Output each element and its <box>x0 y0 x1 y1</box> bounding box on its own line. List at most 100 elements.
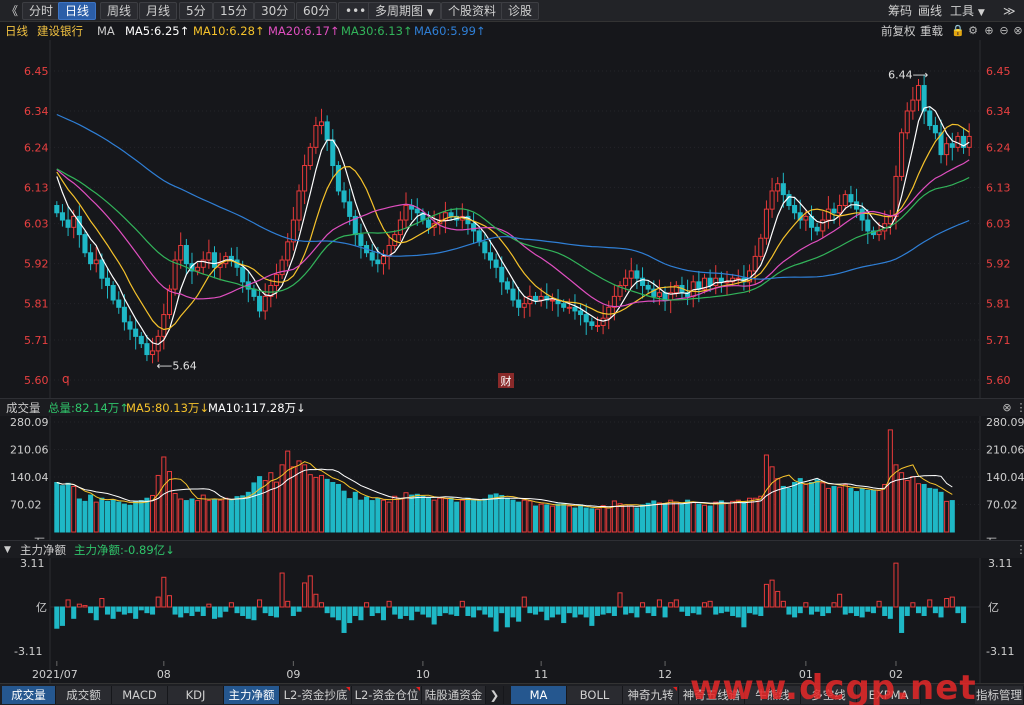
tab-indicator-manage[interactable]: 指标管理 <box>975 686 1024 704</box>
main-flow-chart[interactable]: 3.11 亿 -3.11 3.11 亿 -3.11 2021/07 08 09 10 11 12 01 0… <box>0 558 1024 683</box>
volume-tick-label-right: 70.02 <box>986 499 1018 512</box>
tab-td9[interactable]: 神奇九转 <box>623 686 679 704</box>
period-tab-daily[interactable]: 日线 <box>58 2 97 20</box>
tab-bull-bear[interactable]: 牛熊线 <box>745 686 801 704</box>
volume-tick-label-left: 70.02 <box>10 499 42 512</box>
flow-bar-negative <box>273 606 279 618</box>
flow-bar-negative <box>932 606 938 614</box>
diagnose-button[interactable]: 诊股 <box>501 2 540 20</box>
volume-title[interactable]: 成交量 <box>6 401 41 415</box>
flow-bar-negative <box>792 606 798 618</box>
zoom-in-icon[interactable]: ⊕ <box>984 24 994 37</box>
flow-menu-icon[interactable]: ⋮ <box>1015 543 1024 556</box>
volume-chart[interactable]: 280.09 280.09 210.06 210.06 140.04 140.04 70.0… <box>0 416 1024 540</box>
period-tab-monthly[interactable]: 月线 <box>139 2 178 20</box>
flow-bar-negative <box>566 606 572 614</box>
collapse-icon[interactable]: ≫ <box>1003 4 1016 18</box>
candle-up <box>93 259 99 265</box>
tab-macd[interactable]: MACD <box>112 686 168 704</box>
period-tab-fenshi[interactable]: 分时 <box>22 2 61 20</box>
stock-name[interactable]: 建设银行 <box>37 24 83 38</box>
flow-collapse-icon[interactable]: ▼ <box>4 545 11 555</box>
tab-volume[interactable]: 成交量 <box>2 686 56 704</box>
tab-long-short[interactable]: 多空线 <box>801 686 857 704</box>
tab-boll[interactable]: BOLL <box>567 686 623 704</box>
flow-bar-positive <box>155 596 161 608</box>
tab-ma[interactable]: MA <box>511 686 567 704</box>
flow-bar-positive <box>307 575 313 608</box>
flow-bar-negative <box>634 606 640 618</box>
settings-icon[interactable]: ⚙ <box>968 24 978 37</box>
finance-marker-bg[interactable] <box>498 373 514 388</box>
flow-bar-negative <box>487 606 493 618</box>
candle-down <box>792 205 798 214</box>
flow-bar-negative <box>589 606 595 626</box>
candle-down <box>482 241 488 254</box>
tab-amount[interactable]: 成交额 <box>56 686 112 704</box>
volume-bar-down <box>257 476 263 533</box>
volume-tick-label-left: 280.09 <box>10 416 49 429</box>
flow-bar-positive <box>279 572 285 608</box>
volume-bar-up <box>223 497 229 533</box>
flow-bar-negative <box>133 606 139 619</box>
volume-bar-up <box>302 464 308 533</box>
volume-bar-down <box>341 490 347 533</box>
volume-close-icon[interactable]: ⊗ <box>1002 401 1012 414</box>
ma20-value: MA20:6.17↑ <box>268 24 340 38</box>
price-chart[interactable]: 6.45 6.45 6.34 6.34 6.24 6.24 6.13 6.13 6.03 6.03… <box>0 40 1024 398</box>
back-icon[interactable]: 《 <box>6 4 19 18</box>
tab-kdj[interactable]: KDJ <box>168 686 224 704</box>
stock-info-button[interactable]: 个股资料 <box>441 2 504 20</box>
tab-scroll-arrow-icon[interactable]: ❯ <box>486 686 504 704</box>
candle-down <box>211 252 218 268</box>
volume-bar-down <box>471 499 477 533</box>
volume-bar-up <box>915 483 922 533</box>
volume-bar-down <box>786 487 792 533</box>
period-tab-60min[interactable]: 60分 <box>296 2 338 20</box>
indicator-name[interactable]: MA <box>97 24 115 38</box>
volume-menu-icon[interactable]: ⋮ <box>1015 401 1024 414</box>
flow-bar-negative <box>955 606 961 614</box>
flow-bar-positive <box>876 600 882 608</box>
candle-up <box>178 244 184 261</box>
volume-bar-down <box>133 501 139 533</box>
close-chart-icon[interactable]: ⊗ <box>1013 24 1023 37</box>
period-tab-5min[interactable]: 5分 <box>179 2 213 20</box>
tab-hk-connect[interactable]: 陆股通资金 <box>422 686 486 704</box>
tab-l2-bottom[interactable]: L2-资金抄底 <box>280 686 352 704</box>
flow-unit-label-left: 亿 <box>36 601 47 614</box>
tab-main-flow[interactable]: 主力净额 <box>224 686 280 704</box>
lock-icon[interactable]: 🔒 <box>951 24 965 37</box>
adjust-mode-button[interactable]: 前复权 <box>881 24 916 38</box>
volume-bar-down <box>504 497 510 533</box>
flow-bar-negative <box>904 606 910 616</box>
tab-five-lines[interactable]: 神奇五线谱 <box>679 686 745 704</box>
price-tick-label-left: 5.71 <box>24 334 49 347</box>
flow-title[interactable]: 主力净额 <box>20 543 66 557</box>
zoom-out-icon[interactable]: ⊖ <box>999 24 1009 37</box>
flow-bar-negative <box>572 606 578 618</box>
volume-tick-label-right: 210.06 <box>986 444 1024 457</box>
tab-expma[interactable]: EXPMA <box>857 686 921 704</box>
price-tick-label-right: 5.60 <box>986 374 1011 387</box>
flow-bar-negative <box>409 606 415 621</box>
candle-up <box>915 85 922 101</box>
candle-up <box>302 165 308 192</box>
overlay-button[interactable]: 重载 <box>920 24 943 38</box>
flow-bar-negative <box>245 606 251 619</box>
candle-up <box>290 219 296 243</box>
period-label: 日线 <box>5 24 28 38</box>
period-tab-30min[interactable]: 30分 <box>254 2 296 20</box>
multi-period-dropdown[interactable]: 多周期图 ▼ <box>368 2 441 20</box>
volume-bar-up <box>701 504 708 533</box>
flow-bar-negative <box>397 606 403 619</box>
candle-down <box>121 306 127 323</box>
candle-down <box>685 292 691 297</box>
tools-dropdown[interactable]: 工具 ▼ <box>950 3 985 19</box>
tab-l2-position[interactable]: L2-资金仓位 <box>352 686 422 704</box>
chips-button[interactable]: 筹码 <box>888 4 913 18</box>
flow-bar-negative <box>865 606 871 612</box>
period-tab-weekly[interactable]: 周线 <box>100 2 139 20</box>
period-tab-15min[interactable]: 15分 <box>213 2 255 20</box>
draw-line-button[interactable]: 画线 <box>918 4 943 18</box>
